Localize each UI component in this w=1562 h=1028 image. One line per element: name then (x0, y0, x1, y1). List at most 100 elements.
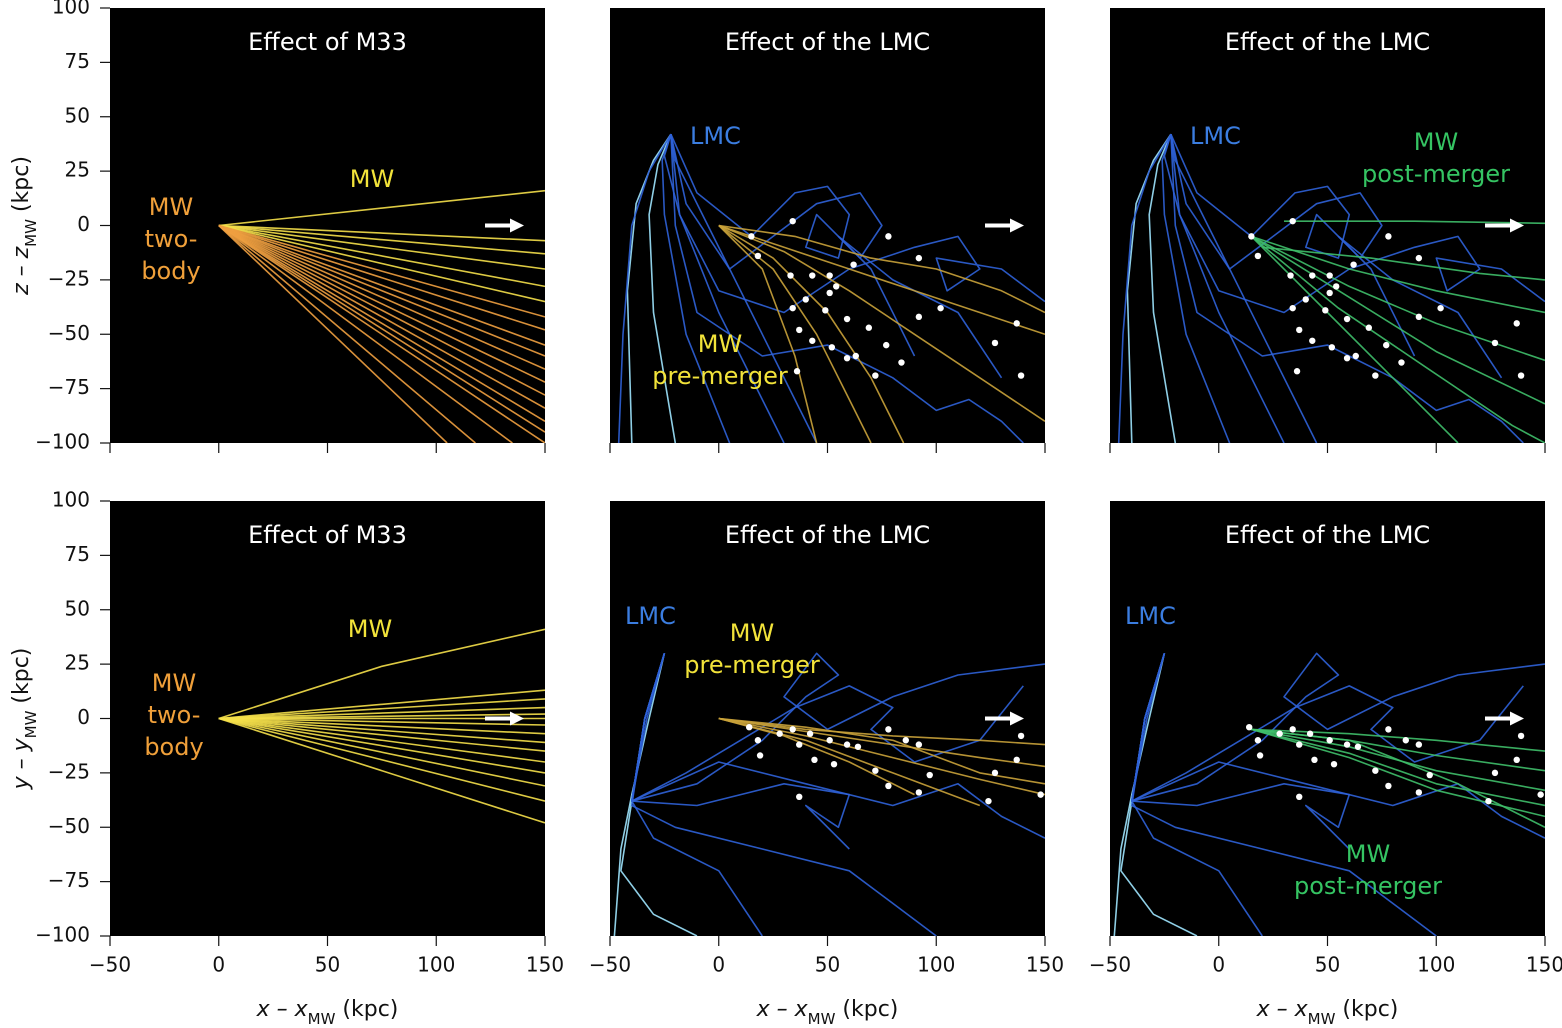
point (1330, 760, 1338, 768)
x-axis-label: x – xMW (kpc) (756, 997, 899, 1028)
point (843, 741, 851, 748)
trajectory (218, 224, 545, 370)
trajectory (218, 224, 545, 396)
trajectory (218, 717, 545, 774)
point (843, 315, 851, 323)
annotation: pre-merger (684, 651, 820, 679)
y-tick-label: 25 (65, 651, 90, 675)
trajectory (718, 717, 1045, 768)
point (1385, 782, 1392, 790)
trajectory (631, 653, 763, 936)
trajectory (718, 224, 872, 443)
x-tick-label: 100 (917, 953, 955, 977)
trajectory (1170, 133, 1416, 357)
trajectory (218, 717, 545, 726)
trajectory (1117, 133, 1172, 443)
panel-title: Effect of the LMC (1225, 521, 1430, 549)
trajectory (218, 224, 545, 383)
trajectory (218, 224, 545, 422)
trajectory (1251, 235, 1545, 362)
direction-arrowhead (1510, 711, 1524, 726)
annotation: MW (350, 165, 394, 193)
point (802, 296, 809, 303)
trajectory (718, 224, 1045, 336)
trajectory (1262, 246, 1545, 281)
point (1537, 791, 1544, 798)
annotation: body (144, 733, 203, 761)
y-tick-label: −100 (35, 923, 90, 947)
x-axis-label-part: MW (308, 1010, 336, 1028)
x-tick-label: 150 (1026, 953, 1064, 977)
point (1517, 372, 1525, 379)
trajectory (218, 224, 545, 255)
point (833, 283, 840, 290)
point (915, 789, 923, 796)
panel: Effect of M33 MW MW two-body −100 −75 −50 −25 0 2… (9, 0, 546, 454)
point (1302, 296, 1309, 303)
annotation: post-merger (1362, 160, 1510, 188)
point (1296, 326, 1303, 334)
trajectory (1170, 134, 1318, 443)
direction-arrowhead (1010, 218, 1024, 233)
plot-area (218, 628, 545, 824)
point (1415, 254, 1423, 262)
trajectory (626, 133, 672, 443)
point (854, 743, 862, 750)
point (811, 756, 818, 764)
point (1491, 339, 1499, 347)
point (1365, 324, 1373, 331)
x-axis-label: x – xMW (kpc) (1256, 997, 1399, 1028)
point (991, 769, 999, 777)
trajectory (1251, 728, 1545, 829)
panel: Effect of the LMC LMC MW pre-merger −50 0 50 10… (589, 501, 1064, 1028)
trajectory (218, 224, 545, 331)
x-tick-label: 50 (315, 953, 340, 977)
point (1306, 730, 1314, 737)
point (748, 233, 755, 240)
x-axis-label-part: MW (1308, 1010, 1336, 1028)
trajectory (218, 698, 545, 720)
x-axis-label-part: (kpc) (335, 997, 398, 1022)
point (1322, 307, 1329, 314)
point (1383, 341, 1390, 349)
y-tick-label: 50 (65, 596, 90, 620)
trajectory (1284, 220, 1545, 225)
trajectory (1250, 235, 1545, 405)
annotation: post-merger (1294, 872, 1442, 900)
x-axis-label-part: x – x (256, 997, 309, 1022)
point (806, 730, 814, 737)
point (915, 313, 923, 321)
trajectory (1251, 728, 1545, 752)
point (1352, 352, 1359, 360)
x-axis-label-part: (kpc) (1335, 997, 1398, 1022)
trajectory (218, 224, 476, 443)
y-tick-label: 100 (52, 488, 90, 512)
point (1372, 767, 1379, 774)
panel-title: Effect of the LMC (1225, 28, 1430, 56)
plot-area (1113, 652, 1545, 936)
trajectory (718, 717, 1045, 796)
point (937, 304, 944, 312)
point (1287, 272, 1294, 279)
trajectory (613, 653, 666, 936)
point (809, 272, 816, 279)
plot-area (1117, 133, 1545, 443)
point (1309, 337, 1316, 344)
y-axis-label-part: z – z (9, 246, 34, 296)
trajectory (718, 224, 1045, 422)
trajectory (718, 224, 818, 443)
x-tick-label: 0 (212, 953, 225, 977)
trajectory (1170, 134, 1545, 314)
annotation: LMC (625, 602, 676, 630)
direction-arrowhead (1010, 711, 1024, 726)
point (1350, 261, 1357, 268)
point (1328, 344, 1336, 351)
point (1309, 272, 1316, 279)
point (1372, 372, 1379, 379)
y-axis-label-part: (kpc) (9, 156, 34, 219)
x-axis-label-part: (kpc) (835, 997, 898, 1022)
point (872, 767, 879, 774)
trajectory (218, 224, 545, 357)
point (828, 344, 836, 351)
